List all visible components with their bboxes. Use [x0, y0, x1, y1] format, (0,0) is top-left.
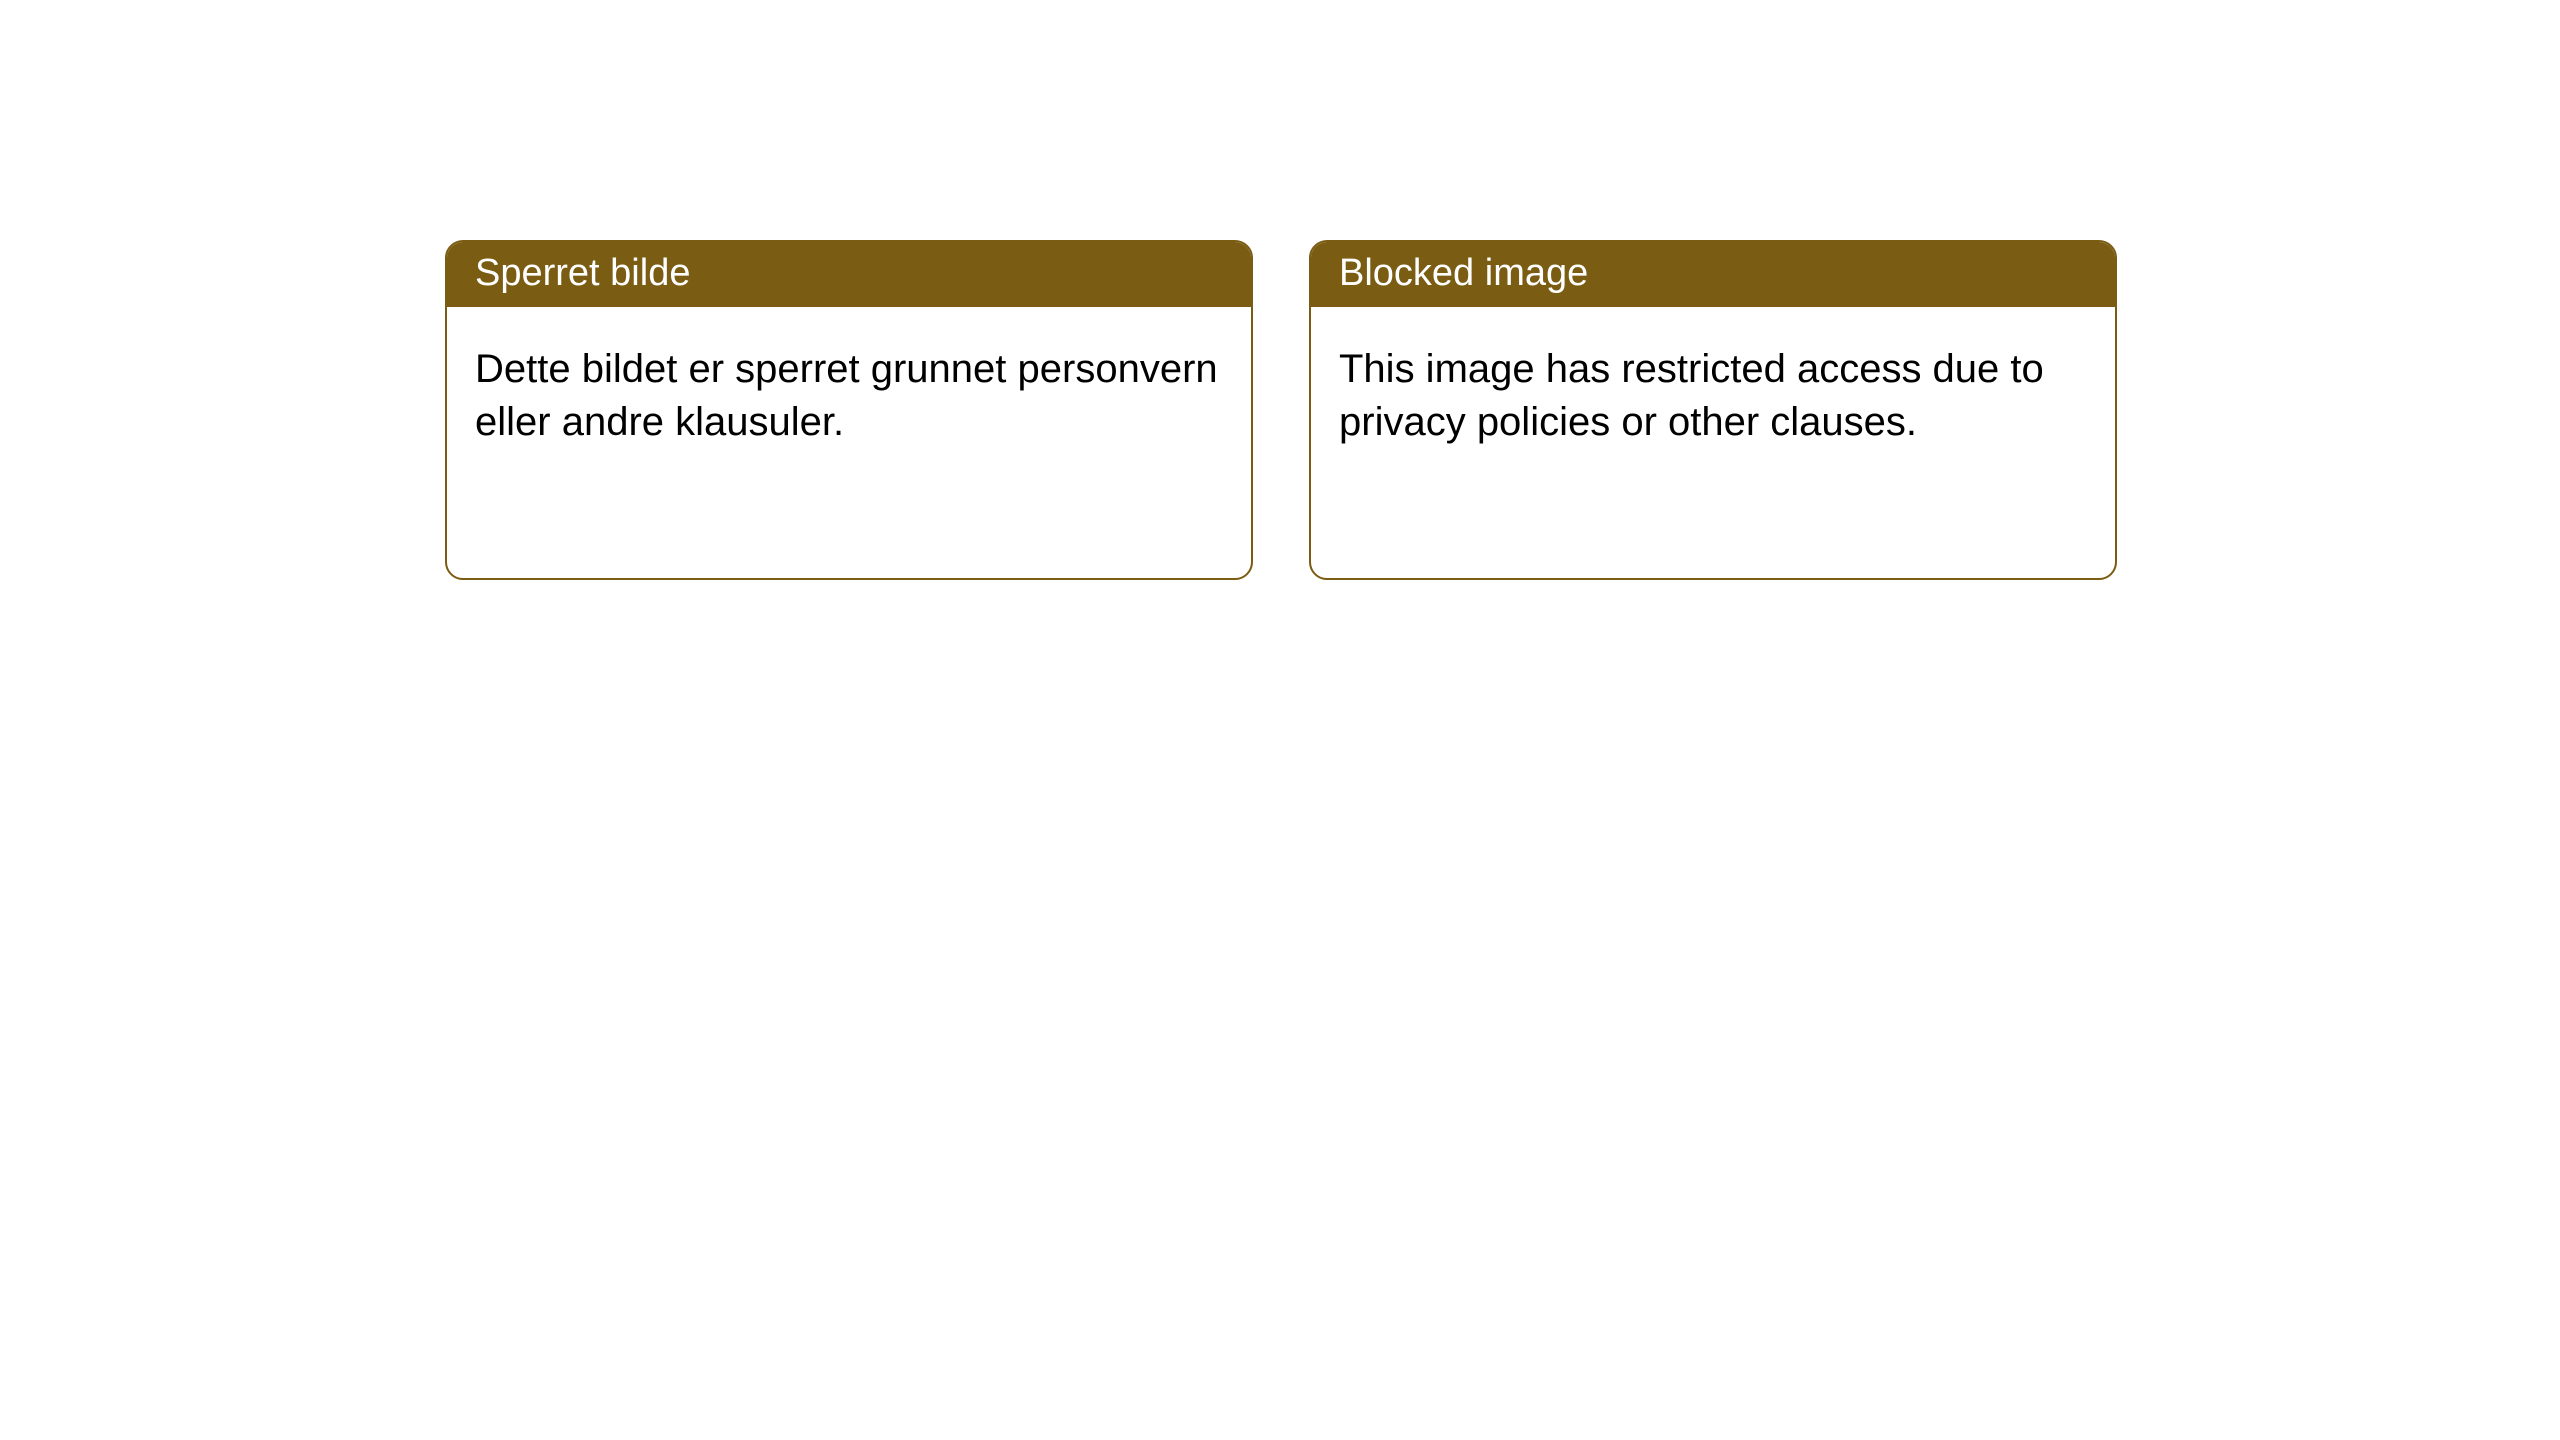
notice-card-en: Blocked image This image has restricted …	[1309, 240, 2117, 580]
card-body-text: This image has restricted access due to …	[1339, 347, 2044, 444]
card-body: Dette bildet er sperret grunnet personve…	[447, 307, 1251, 477]
card-title: Sperret bilde	[475, 252, 690, 294]
notice-card-no: Sperret bilde Dette bildet er sperret gr…	[445, 240, 1253, 580]
card-header: Sperret bilde	[447, 242, 1251, 307]
card-header: Blocked image	[1311, 242, 2115, 307]
notice-container: Sperret bilde Dette bildet er sperret gr…	[0, 0, 2560, 580]
card-body: This image has restricted access due to …	[1311, 307, 2115, 477]
card-body-text: Dette bildet er sperret grunnet personve…	[475, 347, 1218, 444]
card-title: Blocked image	[1339, 252, 1588, 294]
